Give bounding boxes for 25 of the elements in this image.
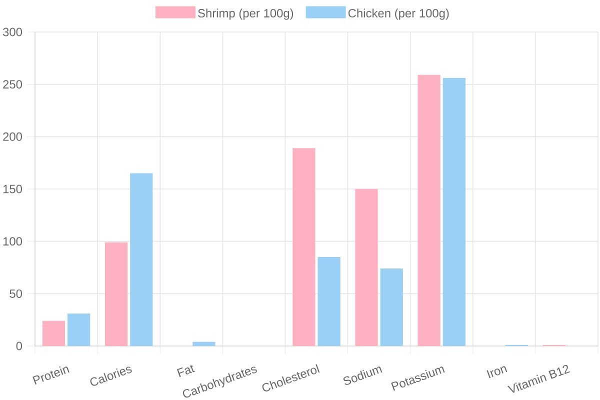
bar (380, 268, 403, 346)
y-tick-label: 0 (16, 342, 22, 350)
x-tick-label: Vitamin B12 (507, 365, 570, 393)
bar (68, 314, 90, 346)
bar (192, 342, 216, 346)
y-tick-label: 300 (2, 28, 22, 36)
y-tick-label: 250 (3, 80, 22, 89)
legend-label: Shrimp (per 100g) (198, 8, 294, 20)
y-tick-label: 200 (3, 132, 22, 141)
bar (318, 257, 340, 346)
bar (104, 242, 128, 346)
x-tick-label: Protein (32, 366, 70, 385)
bar (130, 173, 153, 346)
legend-label: Chicken (per 100g) (348, 8, 449, 20)
y-tick-label: 50 (10, 289, 22, 298)
bar (292, 148, 316, 346)
y-tick-label: 100 (3, 237, 22, 246)
x-tick-label: Sodium (343, 366, 382, 385)
x-tick-label: Calories (90, 366, 132, 386)
bar (42, 320, 66, 346)
bar (418, 74, 440, 346)
y-tick-label: 150 (3, 184, 22, 194)
bar (442, 78, 466, 346)
x-tick-label: Iron (486, 366, 508, 378)
bar (355, 189, 378, 346)
